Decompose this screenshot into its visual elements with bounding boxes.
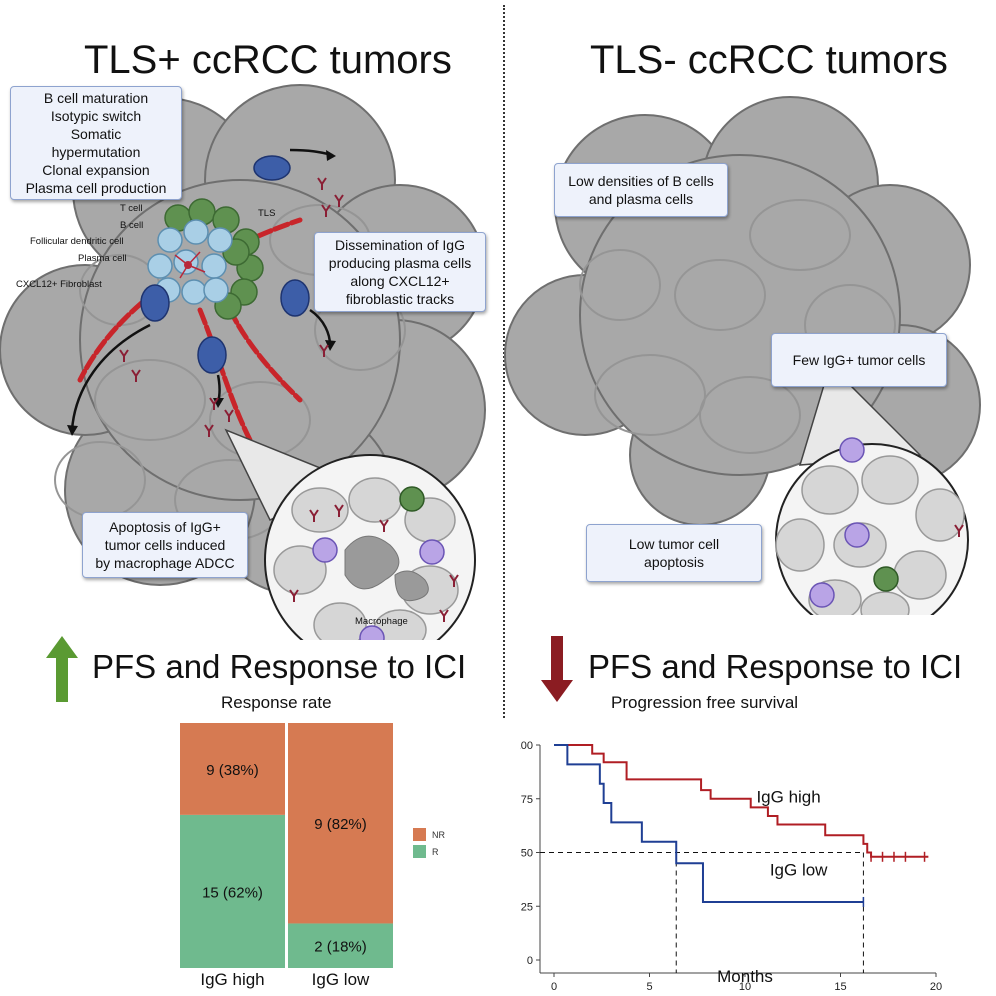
right-outcome: PFS and Response to ICI <box>588 648 963 685</box>
bar-data-label: 9 (82%) <box>314 816 367 833</box>
legend-label-r: R <box>432 847 439 857</box>
series-label-igg-high: IgG high <box>756 788 820 807</box>
pfs-chart: 0 5 10 15 20 0 25 50 75 100 Months IgG high IgG low <box>520 740 942 993</box>
series-label-igg-low: IgG low <box>770 861 828 880</box>
down-arrow-icon <box>541 636 573 702</box>
dissemination-box: Dissemination of IgG producing plasma ce… <box>314 232 486 312</box>
y-tick-label: 100 <box>520 740 533 752</box>
label-plasma-cell: Plasma cell <box>78 253 127 264</box>
x-tick-label: IgG high <box>200 970 264 989</box>
igg-antibodies <box>119 177 344 437</box>
y-tick-label: 0 <box>527 955 533 967</box>
legend-label-nr: NR <box>432 830 445 840</box>
x-axis-label: Months <box>717 967 773 986</box>
plasma-cells <box>140 155 310 374</box>
left-title: TLS+ ccRCC tumors <box>84 38 452 82</box>
maturation-box: B cell maturation Isotypic switch Somati… <box>10 86 182 200</box>
label-cxcl12-fibroblast: CXCL12+ Fibroblast <box>16 279 102 290</box>
x-tick-label: 20 <box>930 981 942 993</box>
bar-data-label: 2 (18%) <box>314 939 367 956</box>
x-tick-label: IgG low <box>312 970 370 989</box>
legend-swatch-r <box>413 845 426 858</box>
response-rate-title: Response rate <box>221 693 332 712</box>
label-t-cell: T cell <box>120 203 143 214</box>
left-outcome: PFS and Response to ICI <box>92 648 467 685</box>
km-curve-igg-low <box>554 744 864 903</box>
bar-segment-nr <box>288 723 393 924</box>
response-rate-chart: 15 (62%) 9 (38%) IgG high 2 (18%) 9 (82%) IgG… <box>180 723 445 989</box>
bar-data-label: 15 (62%) <box>202 884 263 901</box>
label-follicular-dendritic-cell: Follicular dendritic cell <box>30 236 124 247</box>
km-curve-igg-high <box>554 744 929 858</box>
tumor-cell-texture <box>579 199 896 454</box>
x-tick-label: 10 <box>739 981 751 993</box>
right-title: TLS- ccRCC tumors <box>590 38 948 82</box>
x-tick-label: 0 <box>551 981 557 993</box>
zoom-callout <box>224 428 476 640</box>
up-arrow-icon <box>46 636 78 702</box>
bar-segment-nr <box>180 723 285 815</box>
low-apoptosis-box: Low tumor cell apoptosis <box>586 524 762 582</box>
zoom-callout <box>775 363 969 615</box>
tls-cluster <box>147 198 264 320</box>
label-macrophage: Macrophage <box>355 616 408 627</box>
center-divider <box>503 5 505 718</box>
few-igg-box: Few IgG+ tumor cells <box>771 333 947 387</box>
legend-swatch-nr <box>413 828 426 841</box>
x-tick-label: 15 <box>834 981 846 993</box>
bar-data-label: 9 (38%) <box>206 762 259 779</box>
label-b-cell: B cell <box>120 220 144 231</box>
bar-segment-r <box>288 923 393 968</box>
x-tick-label: 5 <box>646 981 652 993</box>
tls-negative-tumor-illustration <box>504 96 981 615</box>
pfs-title: Progression free survival <box>611 693 799 712</box>
y-tick-label: 75 <box>521 794 533 806</box>
y-tick-label: 25 <box>521 901 533 913</box>
density-box: Low densities of B cells and plasma cell… <box>554 163 728 217</box>
label-tls: TLS <box>258 208 276 219</box>
apoptosis-box: Apoptosis of IgG+ tumor cells induced by… <box>82 512 248 578</box>
y-tick-label: 50 <box>521 848 533 860</box>
bar-segment-r <box>180 814 285 968</box>
